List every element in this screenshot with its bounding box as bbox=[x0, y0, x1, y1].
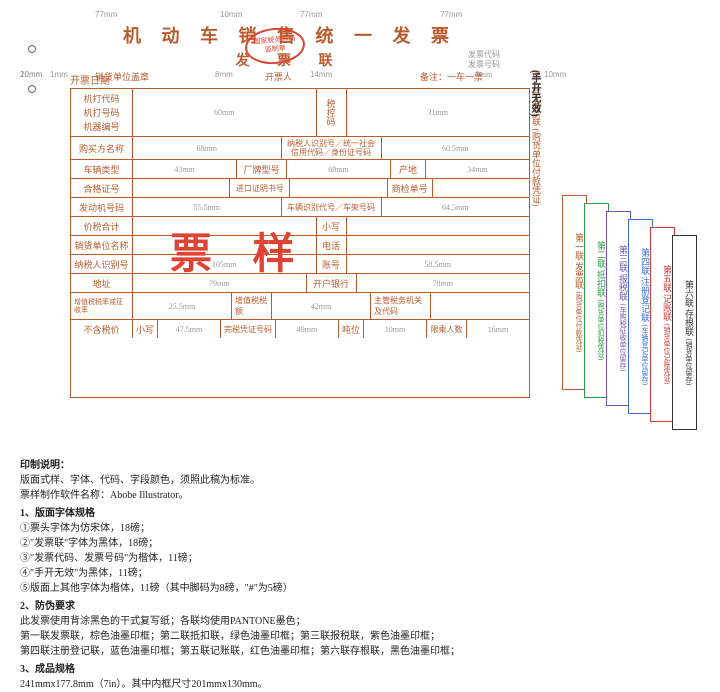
field-label: 吨位 bbox=[339, 320, 364, 338]
field-label: 纳税人识别号／统一社会信用代码／身份证号码 bbox=[282, 137, 382, 159]
dim-cell: 58.5mm bbox=[347, 255, 530, 273]
dim-cell: 10mm bbox=[364, 320, 427, 338]
punch-hole bbox=[28, 85, 36, 93]
field-label: 完税凭证号码 bbox=[221, 320, 276, 338]
field-label: 车辆类型 bbox=[71, 160, 133, 178]
dim-cell: 60.5mm bbox=[382, 137, 530, 159]
notes-line: 票样制作软件名称：Abobe Illustrator。 bbox=[20, 488, 700, 503]
field-label: 合格证号 bbox=[71, 179, 133, 197]
field-label: 销货单位名称 bbox=[71, 236, 133, 254]
dim-label: 10mm bbox=[220, 10, 242, 19]
field-label: 小写 bbox=[133, 320, 158, 338]
notes-line: 241mmx177.8mm（7in）。其中内框尺寸201mmx130mm。 bbox=[20, 677, 700, 692]
dim-cell: 68mm bbox=[133, 137, 282, 159]
dim-label: 10mm bbox=[20, 70, 42, 79]
dim-label: 8mm bbox=[215, 70, 233, 79]
dim-cell: 55.5mm bbox=[133, 198, 282, 216]
field-label: 限乘人数 bbox=[427, 320, 467, 338]
notes-heading: 2、防伪要求 bbox=[20, 599, 700, 614]
dim-label: 1mm bbox=[50, 70, 68, 79]
footer-label: 开票人 bbox=[265, 70, 292, 83]
invoice-specimen: 77mm 10mm 77mm 77mm 机 动 车 销 售 统 一 发 票 发 … bbox=[20, 10, 560, 430]
field-label: 机打代码 bbox=[83, 92, 119, 106]
field-label: 不含税价 bbox=[71, 320, 133, 338]
num-label: 发票号码 bbox=[468, 60, 500, 70]
field-label: 纳税人识别号 bbox=[71, 255, 133, 273]
field-label: 开户银行 bbox=[307, 274, 357, 292]
field-label: 地址 bbox=[71, 274, 133, 292]
printing-notes: 印制说明： 版面式样、字体、代码、字段颜色，须照此稿为标准。 票样制作软件名称：… bbox=[20, 455, 700, 692]
field-label: 增值税税额 bbox=[232, 293, 272, 319]
notes-line: ③"发票代码、发票号码"为楷体，11磅； bbox=[20, 551, 700, 566]
notes-line: 此发票使用背涂黑色的干式复写纸；各联均使用PANTONE墨色； bbox=[20, 614, 700, 629]
dim-label: 77mm bbox=[440, 10, 462, 19]
notes-line: 第四联注册登记联，蓝色油墨印框；第五联记账联，红色油墨印框；第六联存根联，黑色油… bbox=[20, 644, 700, 659]
field-label: 购买方名称 bbox=[71, 137, 133, 159]
dim-cell: 34mm bbox=[426, 160, 529, 178]
field-label: 商检单号 bbox=[388, 179, 433, 197]
copy-tab: 第六联 存根联 (销货单位留存) bbox=[672, 235, 697, 430]
notes-line: ①票头字体为仿宋体，18磅； bbox=[20, 521, 700, 536]
field-label: 价税合计 bbox=[71, 217, 133, 235]
notes-line: ②"发票联"字体为黑体，18磅； bbox=[20, 536, 700, 551]
field-label: 发动机号码 bbox=[71, 198, 133, 216]
dim-label: 77mm bbox=[300, 10, 322, 19]
field-label: 电话 bbox=[317, 236, 347, 254]
field-label: 进口证明书号 bbox=[230, 179, 290, 197]
dim-cell: 25.5mm bbox=[133, 293, 232, 319]
notes-line: ④"手开无效"为黑体，11磅； bbox=[20, 566, 700, 581]
dim-cell: 79mm bbox=[133, 274, 307, 292]
notes-line: 第一联发票联，棕色油墨印框；第二联抵扣联，绿色油墨印框；第三联报税联，紫色油墨印… bbox=[20, 629, 700, 644]
dim-cell: 64.5mm bbox=[382, 198, 530, 216]
notes-line: 版面式样、字体、代码、字段颜色，须照此稿为标准。 bbox=[20, 473, 700, 488]
invoice-copies: 第一联 发票联 (购货单位付款凭证) 第二联 抵扣联 (购货单位扣税凭证) 第三… bbox=[565, 195, 697, 430]
dim-cell: 49mm bbox=[276, 320, 339, 338]
dim-cell: 105mm bbox=[133, 255, 317, 273]
dim-cell: 42mm bbox=[272, 293, 371, 319]
dim-cell: 60mm bbox=[133, 89, 317, 136]
code-label: 发票代码 bbox=[468, 50, 500, 60]
dim-cell: 16mm bbox=[467, 320, 529, 338]
footer-label: 销货单位盖章 bbox=[95, 70, 149, 83]
field-label: 车辆识别代号／车架号码 bbox=[282, 198, 382, 216]
field-label: 税控码 bbox=[317, 89, 347, 136]
dim-label: 10mm bbox=[544, 70, 566, 79]
dim-cell: 43mm bbox=[133, 160, 237, 178]
notes-line: ⑤版面上其他字体为楷体，11磅（其中脚码为8磅，"#"为5磅） bbox=[20, 581, 700, 596]
notes-heading: 印制说明： bbox=[20, 458, 700, 473]
invoice-table: 机打代码 机打号码 机器编号 60mm 税控码 31mm 购买方名称 68mm … bbox=[70, 88, 530, 398]
field-label: 产地 bbox=[391, 160, 426, 178]
dim-label: 14mm bbox=[310, 70, 332, 79]
field-label: 增值税税率或征收率 bbox=[71, 293, 133, 319]
punch-hole bbox=[28, 45, 36, 53]
field-label: 小写 bbox=[317, 217, 347, 235]
dim-cell: 78mm bbox=[357, 274, 530, 292]
field-label: 机器编号 bbox=[83, 120, 119, 134]
notes-heading: 3、成品规格 bbox=[20, 662, 700, 677]
dim-cell: 47.5mm bbox=[158, 320, 221, 338]
field-label: 账号 bbox=[317, 255, 347, 273]
footer-label: 备注：一车一票 bbox=[420, 70, 483, 83]
dim-label: 77mm bbox=[95, 10, 117, 19]
field-label: 主管税务机关及代码 bbox=[371, 293, 431, 319]
field-label: 厂牌型号 bbox=[237, 160, 287, 178]
dim-cell: 31mm bbox=[347, 89, 530, 136]
field-label: 机打号码 bbox=[83, 106, 119, 120]
notes-heading: 1、版面字体规格 bbox=[20, 506, 700, 521]
dim-cell: 69mm bbox=[287, 160, 391, 178]
